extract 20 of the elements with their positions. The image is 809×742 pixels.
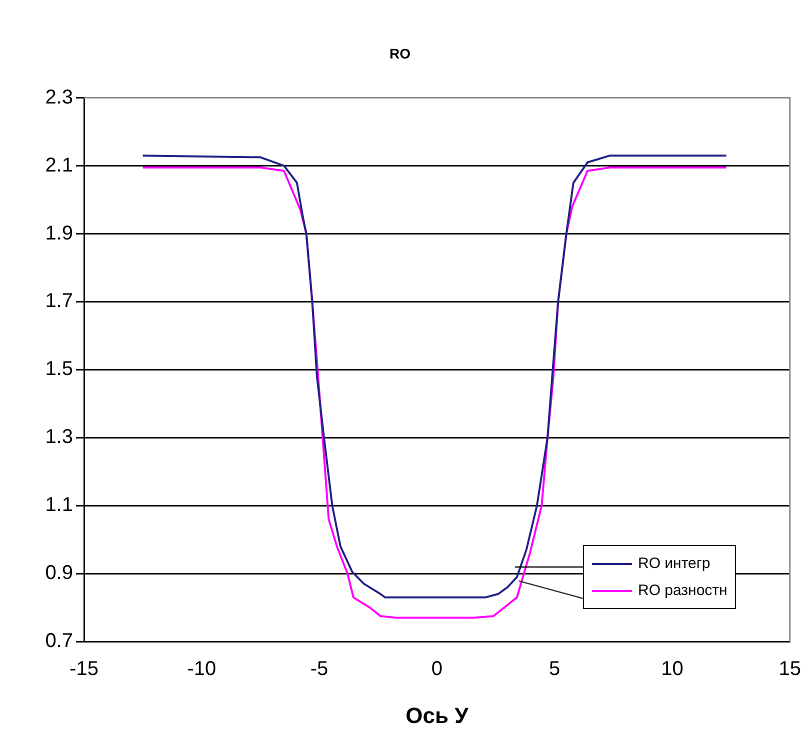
legend-label: RO разностн <box>638 582 728 599</box>
x-axis-title: Ось У <box>406 702 469 728</box>
y-tick-label: 1.5 <box>45 358 73 380</box>
x-tick-label: -10 <box>187 658 216 680</box>
x-tick-label: -15 <box>70 658 98 680</box>
y-tick-label: 2.1 <box>45 154 73 176</box>
y-tick-label: 2.3 <box>45 86 73 108</box>
y-tick-label: 0.7 <box>45 630 73 652</box>
y-tick-label: 0.9 <box>45 562 73 584</box>
chart-title: RO <box>390 45 411 62</box>
x-tick-label: 15 <box>778 658 801 680</box>
y-tick-label: 1.3 <box>45 426 73 448</box>
x-tick-label: 5 <box>549 658 560 680</box>
y-tick-label: 1.1 <box>45 494 73 516</box>
y-tick-label: 1.9 <box>45 222 73 244</box>
x-tick-label: 10 <box>661 658 684 680</box>
legend-label: RO интегр <box>638 555 710 572</box>
y-tick-label: 1.7 <box>45 290 73 312</box>
x-tick-label: 0 <box>431 658 442 680</box>
x-tick-label: -5 <box>310 658 328 680</box>
